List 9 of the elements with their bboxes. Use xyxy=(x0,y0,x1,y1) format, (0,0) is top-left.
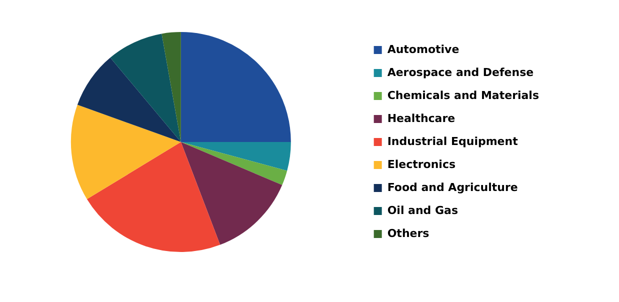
legend-label: Industrial Equipment xyxy=(387,134,518,148)
legend-label: Others xyxy=(387,226,430,240)
legend-label: Automotive xyxy=(387,42,460,56)
legend-label: Aerospace and Defense xyxy=(387,66,534,79)
legend-label: Food and Agriculture xyxy=(387,180,518,194)
legend-label: Chemicals and Materials xyxy=(387,88,540,102)
legend-label: Electronics xyxy=(387,158,456,171)
legend-label: Healthcare xyxy=(387,112,456,125)
legend-label: Oil and Gas xyxy=(387,204,458,217)
